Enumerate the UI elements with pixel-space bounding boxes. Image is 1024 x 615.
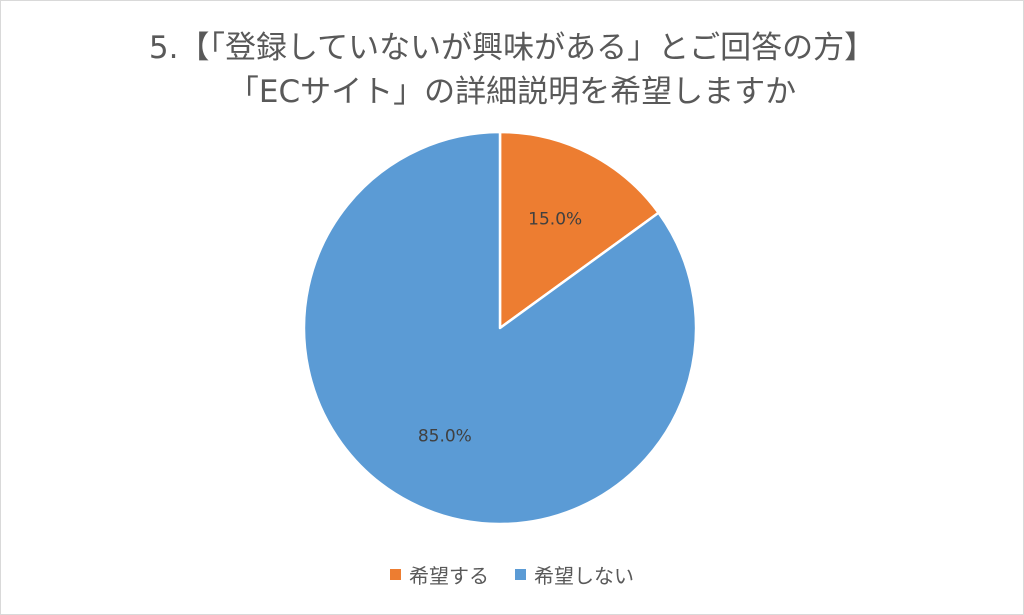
legend-swatch-want	[390, 569, 401, 580]
legend-item-want: 希望する	[390, 560, 489, 589]
data-label-want: 15.0%	[528, 210, 582, 230]
legend: 希望する 希望しない	[0, 560, 1024, 589]
legend-label-want: 希望する	[409, 564, 489, 588]
legend-swatch-not-want	[515, 569, 526, 580]
pie-slices	[302, 130, 698, 526]
chart-title-line-2: 「ECサイト」の詳細説明を希望しますか	[227, 74, 797, 110]
legend-label-not-want: 希望しない	[534, 564, 634, 588]
legend-item-not-want: 希望しない	[515, 560, 634, 589]
pie-slice-not-want	[302, 130, 698, 526]
chart-title-line-1: 5.【「登録していないが興味がある」とご回答の方】	[148, 30, 876, 66]
data-label-not-want: 85.0%	[418, 426, 472, 446]
pie-labels: 15.0% 85.0%	[418, 210, 582, 447]
pie-slice-want	[498, 130, 660, 330]
